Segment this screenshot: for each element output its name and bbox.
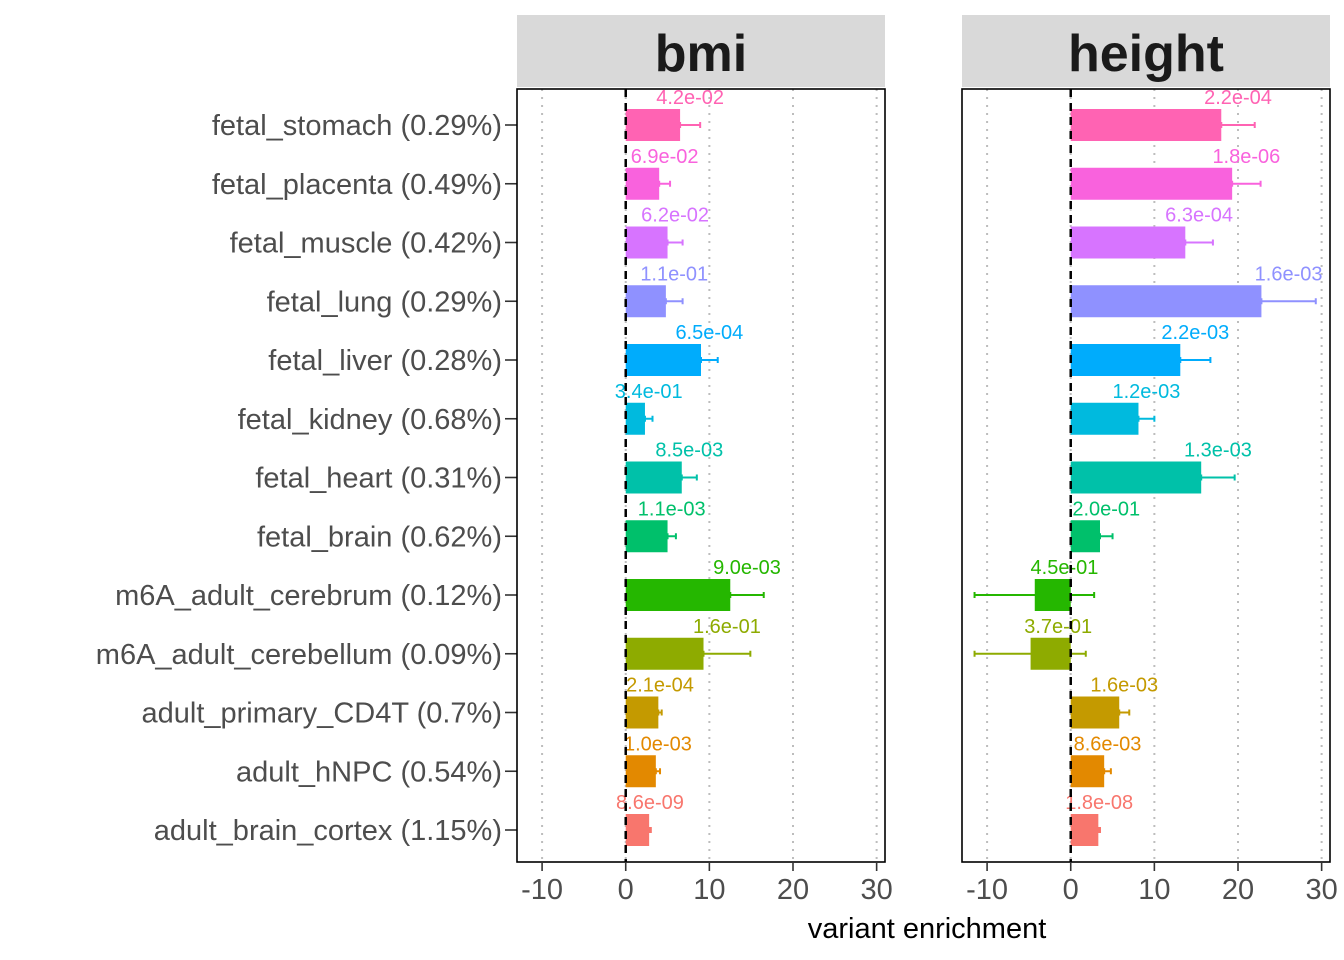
y-axis-category-labels: fetal_stomach (0.29%) fetal_placenta (0.4…	[96, 110, 517, 847]
p-value-label: 3.7e-01	[1024, 616, 1092, 638]
x-tick-label: 0	[618, 874, 634, 906]
bar	[1070, 285, 1262, 318]
bar	[1070, 402, 1139, 435]
bar	[1070, 696, 1120, 729]
p-value-label: 1.1e-03	[638, 498, 706, 520]
bar	[1070, 109, 1222, 141]
x-tick-label: -10	[521, 874, 563, 906]
p-value-label: 1.6e-03	[1090, 675, 1158, 697]
bar	[1070, 755, 1105, 788]
bar	[625, 344, 701, 376]
bar	[625, 226, 668, 259]
p-value-label: 1.8e-06	[1212, 146, 1280, 168]
bar	[625, 109, 681, 141]
x-tick-label: 20	[1222, 874, 1254, 906]
bar	[1070, 226, 1186, 259]
category-label: fetal_heart (0.31%)	[255, 463, 502, 495]
p-value-label: 8.6e-09	[616, 792, 684, 814]
bar	[625, 637, 704, 670]
p-value-label: 6.5e-04	[675, 322, 743, 344]
x-tick-label: -10	[966, 874, 1008, 906]
p-value-label: 2.2e-03	[1161, 322, 1229, 344]
bar	[625, 285, 666, 318]
panel-border	[961, 88, 1331, 863]
p-value-label: 6.3e-04	[1165, 205, 1233, 227]
x-tick-label: 10	[693, 874, 725, 906]
x-tick-label: 10	[1138, 874, 1170, 906]
bar	[1070, 461, 1202, 494]
bar	[1070, 167, 1233, 200]
bar	[1070, 344, 1181, 376]
x-tick-label: 30	[1306, 874, 1338, 906]
category-label: fetal_kidney (0.68%)	[238, 404, 502, 436]
p-value-label: 8.6e-03	[1074, 733, 1142, 755]
p-value-label: 1.6e-03	[1255, 263, 1323, 285]
bar	[625, 167, 660, 200]
bar	[625, 755, 656, 788]
bar	[625, 579, 731, 611]
category-label: adult_hNPC (0.54%)	[236, 756, 502, 788]
facet-strip-label: bmi	[655, 25, 747, 83]
bar	[625, 814, 650, 846]
p-value-label: 4.5e-01	[1031, 557, 1099, 579]
category-label: adult_brain_cortex (1.15%)	[154, 815, 502, 847]
facet-strip	[962, 15, 1330, 87]
bar	[1070, 814, 1099, 846]
category-label: fetal_placenta (0.49%)	[212, 169, 502, 201]
facet-strip	[517, 15, 885, 87]
bar	[1070, 520, 1100, 553]
bar	[625, 461, 682, 494]
category-label: fetal_muscle (0.42%)	[230, 228, 502, 260]
p-value-label: 1.6e-01	[693, 616, 761, 638]
p-value-label: 2.2e-04	[1204, 87, 1272, 109]
p-value-label: 4.2e-02	[656, 87, 724, 109]
bar	[625, 402, 645, 435]
p-value-label: 3.4e-01	[615, 381, 683, 403]
category-label: m6A_adult_cerebrum (0.12%)	[115, 580, 502, 612]
p-value-label: 8.5e-03	[655, 440, 723, 462]
p-value-label: 9.0e-03	[713, 557, 781, 579]
x-tick-label: 0	[1063, 874, 1079, 906]
category-label: adult_primary_CD4T (0.7%)	[142, 698, 503, 730]
category-label: fetal_lung (0.29%)	[267, 286, 502, 318]
category-label: m6A_adult_cerebellum (0.09%)	[96, 639, 502, 671]
x-tick-label: 30	[861, 874, 893, 906]
p-value-label: 1.2e-03	[1112, 381, 1180, 403]
p-value-label: 2.1e-04	[626, 675, 694, 697]
p-value-label: 1.3e-03	[1184, 440, 1252, 462]
p-value-label: 1.1e-01	[640, 263, 708, 285]
facet-bmi: bmi 4.2e-02 6.9e-02 6.2e-02 1.1e-01 6.5e-04 3.…	[516, 15, 893, 906]
panel-border	[516, 88, 886, 863]
category-label: fetal_stomach (0.29%)	[212, 110, 502, 142]
bar	[625, 696, 659, 729]
p-value-label: 2.0e-01	[1072, 498, 1140, 520]
bar	[625, 520, 668, 553]
panel-background	[517, 89, 885, 862]
p-value-label: 1.8e-08	[1065, 792, 1133, 814]
p-value-label: 6.2e-02	[641, 205, 709, 227]
p-value-label: 1.0e-03	[624, 733, 692, 755]
x-tick-label: 20	[777, 874, 809, 906]
p-value-label: 6.9e-02	[631, 146, 699, 168]
facet-height: height 2.2e-04 1.8e-06 6.3e-04 1.6e-03 2.2e-0…	[961, 15, 1338, 906]
x-axis-title: variant enrichment	[808, 913, 1047, 945]
facet-strip-label: height	[1068, 25, 1224, 83]
category-label: fetal_brain (0.62%)	[257, 521, 502, 553]
category-label: fetal_liver (0.28%)	[268, 345, 502, 377]
